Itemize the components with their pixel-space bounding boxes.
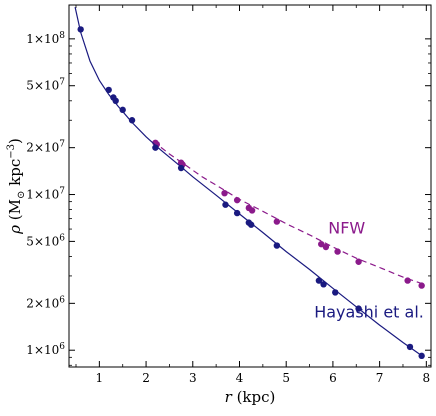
y-tick-label: 2×106 [26, 295, 65, 310]
nfw-data-point [355, 258, 362, 265]
nfw-data-point [322, 243, 330, 251]
hayashi-data-point [119, 106, 126, 114]
nfw-data-point [233, 196, 241, 204]
hayashi-series-label: Hayashi et al. [314, 303, 424, 322]
plot-frame [68, 4, 432, 368]
hayashi-data-point [273, 242, 281, 249]
hayashi-data-point [332, 289, 339, 296]
hayashi-data-point [128, 117, 136, 124]
y-tick-label: 1×108 [26, 31, 65, 46]
series-labels: NFW Hayashi et al. [314, 219, 424, 322]
x-tick-label: 8 [423, 371, 431, 385]
hayashi-data-point [105, 86, 112, 94]
hayashi-data-point [247, 221, 255, 228]
nfw-data-point [221, 189, 228, 197]
y-axis-title: ρ (M⊙ kpc−3) [6, 138, 27, 235]
nfw-fit-curve [152, 140, 425, 285]
hayashi-data-point [406, 343, 414, 351]
x-tick-label: 5 [282, 371, 290, 385]
x-axis-title: r (kpc) [225, 388, 276, 406]
y-tick-label: 1×106 [26, 342, 65, 357]
nfw-data-point [404, 277, 411, 284]
hayashi-data-point [152, 144, 159, 151]
nfw-data-point [318, 240, 325, 248]
nfw-data-point [273, 218, 281, 225]
series-layer [74, 6, 425, 360]
hayashi-data-point [112, 97, 119, 105]
y-tick-label: 2×107 [26, 140, 65, 155]
hayashi-data-point [77, 26, 84, 33]
x-axis-ticks: 1 2 3 4 5 6 7 8 [75, 5, 431, 385]
x-tick-label: 7 [376, 371, 384, 385]
nfw-series-label: NFW [328, 219, 365, 238]
nfw-data-point [248, 207, 256, 214]
y-tick-label: 1×107 [26, 187, 65, 202]
nfw-data-point [418, 282, 425, 289]
y-axis-ticks: 1×106 2×106 5×106 1×107 2×107 5×107 1×108 [26, 31, 431, 366]
x-tick-label: 2 [142, 371, 150, 385]
hayashi-data-point [418, 352, 425, 360]
hayashi-data-point [177, 164, 185, 172]
hayashi-data-point [315, 277, 323, 284]
hayashi-data-point [222, 201, 229, 208]
nfw-data-point [334, 248, 341, 255]
hayashi-data-point [320, 281, 327, 288]
x-tick-label: 3 [189, 371, 197, 385]
x-tick-label: 4 [236, 371, 244, 385]
hayashi-data-point [233, 209, 241, 217]
y-tick-label: 5×107 [26, 78, 65, 93]
x-tick-label: 6 [329, 371, 337, 385]
x-tick-label: 1 [96, 371, 104, 385]
hayashi-fit-curve [74, 6, 425, 358]
y-tick-label: 5×106 [26, 233, 65, 248]
hayashi-data-point [355, 305, 362, 312]
